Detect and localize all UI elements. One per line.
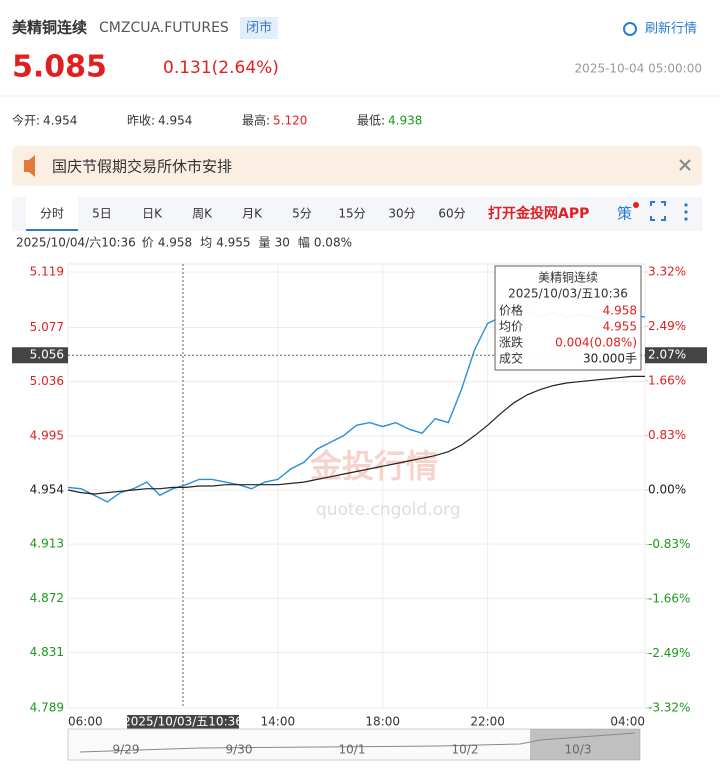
y2-tick-label: 1.66%: [648, 374, 686, 388]
stat-value: 5.120: [273, 114, 307, 128]
tooltip-value: 0.004(0.08%): [555, 336, 637, 350]
y-tick-label: 5.036: [30, 374, 64, 388]
tooltip-title: 美精铜连续: [538, 270, 598, 285]
x-tick-label: 22:00: [470, 715, 505, 729]
change: 0.131(2.64%): [163, 58, 279, 78]
tabs-bg: [12, 197, 702, 231]
y-tick-label: 4.913: [30, 537, 64, 551]
series-line: [67, 375, 645, 495]
crosshair-y2-box: [645, 347, 707, 364]
tooltip-label: 涨跌: [499, 335, 523, 350]
crosshair-x-label: 2025/10/03/五10:36: [123, 715, 243, 729]
x-tick-label: 06:00: [68, 715, 103, 729]
y-tick-label: 5.119: [30, 265, 64, 279]
dot: [633, 202, 639, 208]
tooltip-value: 4.958: [603, 304, 637, 318]
y2-tick-label: -3.32%: [648, 701, 690, 715]
tooltip-label: 成交: [499, 351, 523, 366]
tab[interactable]: 月K: [242, 207, 263, 221]
notice-bg: [12, 146, 702, 186]
x-tick-label: 14:00: [261, 715, 296, 729]
stat-label: 昨收:: [127, 114, 155, 128]
strategy[interactable]: 策: [617, 205, 632, 223]
tab[interactable]: 分时: [40, 207, 64, 221]
tooltip: [494, 265, 642, 371]
tooltip-value: 4.955: [603, 320, 637, 334]
stat-value: 4.938: [388, 114, 422, 128]
stat-value: 4.954: [158, 114, 192, 128]
y-tick-label: 4.954: [30, 483, 64, 497]
x-tick-label: 04:00: [610, 715, 645, 729]
y-tick-label: 4.995: [30, 428, 64, 442]
crosshair-x-box: [127, 715, 239, 730]
tab[interactable]: 15分: [338, 207, 365, 221]
info-value: 4.955: [216, 236, 250, 250]
navigator-line: [79, 732, 636, 753]
name: 美精铜连续: [12, 19, 87, 37]
stat-label: 今开:: [12, 113, 40, 128]
tab[interactable]: 5日: [92, 207, 112, 221]
tab-active: [26, 197, 78, 231]
tooltip-value: 30.000手: [583, 352, 637, 366]
navigator-label: 10/1: [339, 743, 366, 757]
navigator-label: 10/3: [565, 743, 592, 757]
y2-tick-label: -2.49%: [648, 646, 690, 660]
stat-label: 最低:: [357, 114, 385, 128]
watermark: 金投行情: [309, 447, 438, 485]
crosshair-y-label: 5.056: [30, 348, 64, 362]
navigator-label: 9/29: [113, 743, 140, 757]
info-label: 幅: [298, 235, 310, 250]
crosshair-y2-label: 2.07%: [648, 348, 686, 362]
more[interactable]: [684, 203, 688, 221]
y2-tick-label: 2.49%: [648, 319, 686, 333]
y2-tick-label: -0.83%: [648, 537, 690, 551]
speaker-icon: [24, 155, 35, 177]
y2-tick-label: 3.32%: [648, 265, 686, 279]
tab[interactable]: 5分: [292, 207, 312, 221]
y-tick-label: 4.831: [30, 645, 64, 659]
crosshair-y-box: [12, 347, 68, 364]
info-label: 价: [142, 236, 154, 250]
y-tick-label: 5.077: [30, 320, 64, 334]
navigator-label: 10/2: [452, 743, 479, 757]
status: 闭市: [246, 20, 272, 36]
price: 5.085: [12, 50, 107, 85]
info-label: 均: [200, 236, 212, 250]
tooltip-time: 2025/10/03/五10:36: [508, 287, 628, 301]
notice[interactable]: 国庆节假期交易所休市安排: [52, 158, 232, 176]
info-time: 2025/10/04/六10:36: [16, 236, 136, 250]
time: 2025-10-04 05:00:00: [575, 62, 702, 76]
info-value: 30: [275, 236, 290, 250]
app-link[interactable]: 打开金投网APP: [488, 205, 589, 222]
code: CMZCUA.FUTURES: [99, 20, 229, 36]
close[interactable]: [679, 159, 691, 171]
status-bg: [240, 17, 278, 39]
tab[interactable]: 60分: [438, 207, 465, 221]
stat-value: 4.954: [43, 114, 77, 128]
y2-tick-label: -1.66%: [648, 592, 690, 606]
stat-label: 最高:: [242, 113, 270, 128]
y2-tick-label: 0.83%: [648, 428, 686, 442]
refresh-icon[interactable]: [623, 22, 637, 36]
watermark: quote.cngold.org: [316, 500, 461, 520]
x-tick-label: 18:00: [365, 715, 400, 729]
tooltip-label: 价格: [499, 303, 523, 318]
fullscreen[interactable]: [650, 201, 666, 221]
info-value: 4.958: [158, 236, 192, 250]
refresh[interactable]: 刷新行情: [645, 21, 697, 37]
tab[interactable]: 30分: [388, 207, 415, 221]
tooltip-label: 均价: [499, 320, 523, 334]
tab[interactable]: 日K: [142, 207, 163, 221]
tab[interactable]: 周K: [192, 207, 213, 221]
y-tick-label: 4.789: [30, 701, 64, 715]
info-label: 量: [259, 236, 271, 250]
navigator-label: 9/30: [226, 743, 253, 757]
info-value: 0.08%: [314, 236, 352, 250]
y-tick-label: 4.872: [30, 591, 64, 605]
y2-tick-label: 0.00%: [648, 483, 686, 497]
